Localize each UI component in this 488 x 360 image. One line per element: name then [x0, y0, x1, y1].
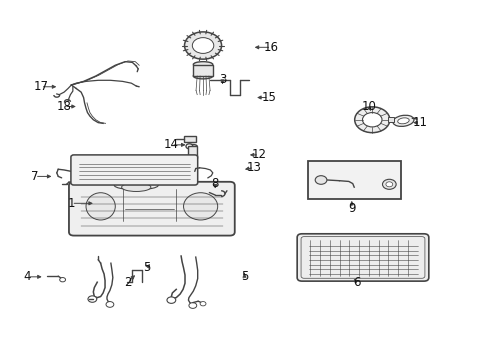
Circle shape — [184, 32, 221, 59]
Text: 18: 18 — [57, 100, 71, 113]
Circle shape — [382, 179, 395, 189]
Bar — [193, 64, 212, 76]
Ellipse shape — [392, 115, 413, 126]
Text: 3: 3 — [219, 73, 226, 86]
Circle shape — [188, 303, 196, 309]
Ellipse shape — [183, 193, 217, 220]
Ellipse shape — [188, 144, 197, 148]
Circle shape — [362, 113, 381, 127]
Text: 11: 11 — [412, 116, 427, 129]
FancyBboxPatch shape — [297, 234, 428, 281]
Text: 9: 9 — [347, 202, 355, 215]
Bar — [307, 161, 400, 199]
Text: 6: 6 — [352, 276, 360, 289]
Circle shape — [192, 38, 213, 53]
Ellipse shape — [86, 193, 115, 220]
Text: 5: 5 — [143, 261, 150, 274]
Text: 4: 4 — [24, 270, 31, 283]
Ellipse shape — [188, 156, 197, 159]
Ellipse shape — [122, 183, 151, 192]
Text: 10: 10 — [361, 100, 375, 113]
Circle shape — [354, 107, 389, 133]
Circle shape — [106, 302, 114, 307]
Text: 13: 13 — [246, 161, 261, 174]
Text: 7: 7 — [31, 170, 39, 183]
Circle shape — [166, 297, 175, 303]
Text: 1: 1 — [67, 197, 75, 210]
Ellipse shape — [114, 181, 158, 190]
Bar — [188, 146, 197, 158]
Text: 15: 15 — [261, 91, 276, 104]
Text: 2: 2 — [123, 276, 131, 289]
Text: 17: 17 — [33, 80, 48, 93]
FancyBboxPatch shape — [69, 182, 234, 235]
Text: 14: 14 — [163, 138, 179, 151]
Circle shape — [315, 176, 326, 184]
Text: 8: 8 — [211, 177, 219, 190]
Bar — [183, 136, 195, 142]
Text: 16: 16 — [264, 41, 278, 54]
Circle shape — [385, 182, 392, 187]
Circle shape — [60, 278, 65, 282]
Circle shape — [200, 302, 205, 306]
Ellipse shape — [193, 73, 212, 79]
Ellipse shape — [193, 62, 212, 67]
Ellipse shape — [359, 179, 370, 190]
Bar — [387, 117, 393, 122]
Ellipse shape — [354, 174, 375, 195]
Text: 12: 12 — [251, 148, 266, 161]
Ellipse shape — [397, 118, 408, 124]
Text: 5: 5 — [240, 270, 248, 283]
FancyBboxPatch shape — [71, 155, 197, 185]
Circle shape — [88, 296, 97, 302]
Circle shape — [185, 144, 192, 149]
